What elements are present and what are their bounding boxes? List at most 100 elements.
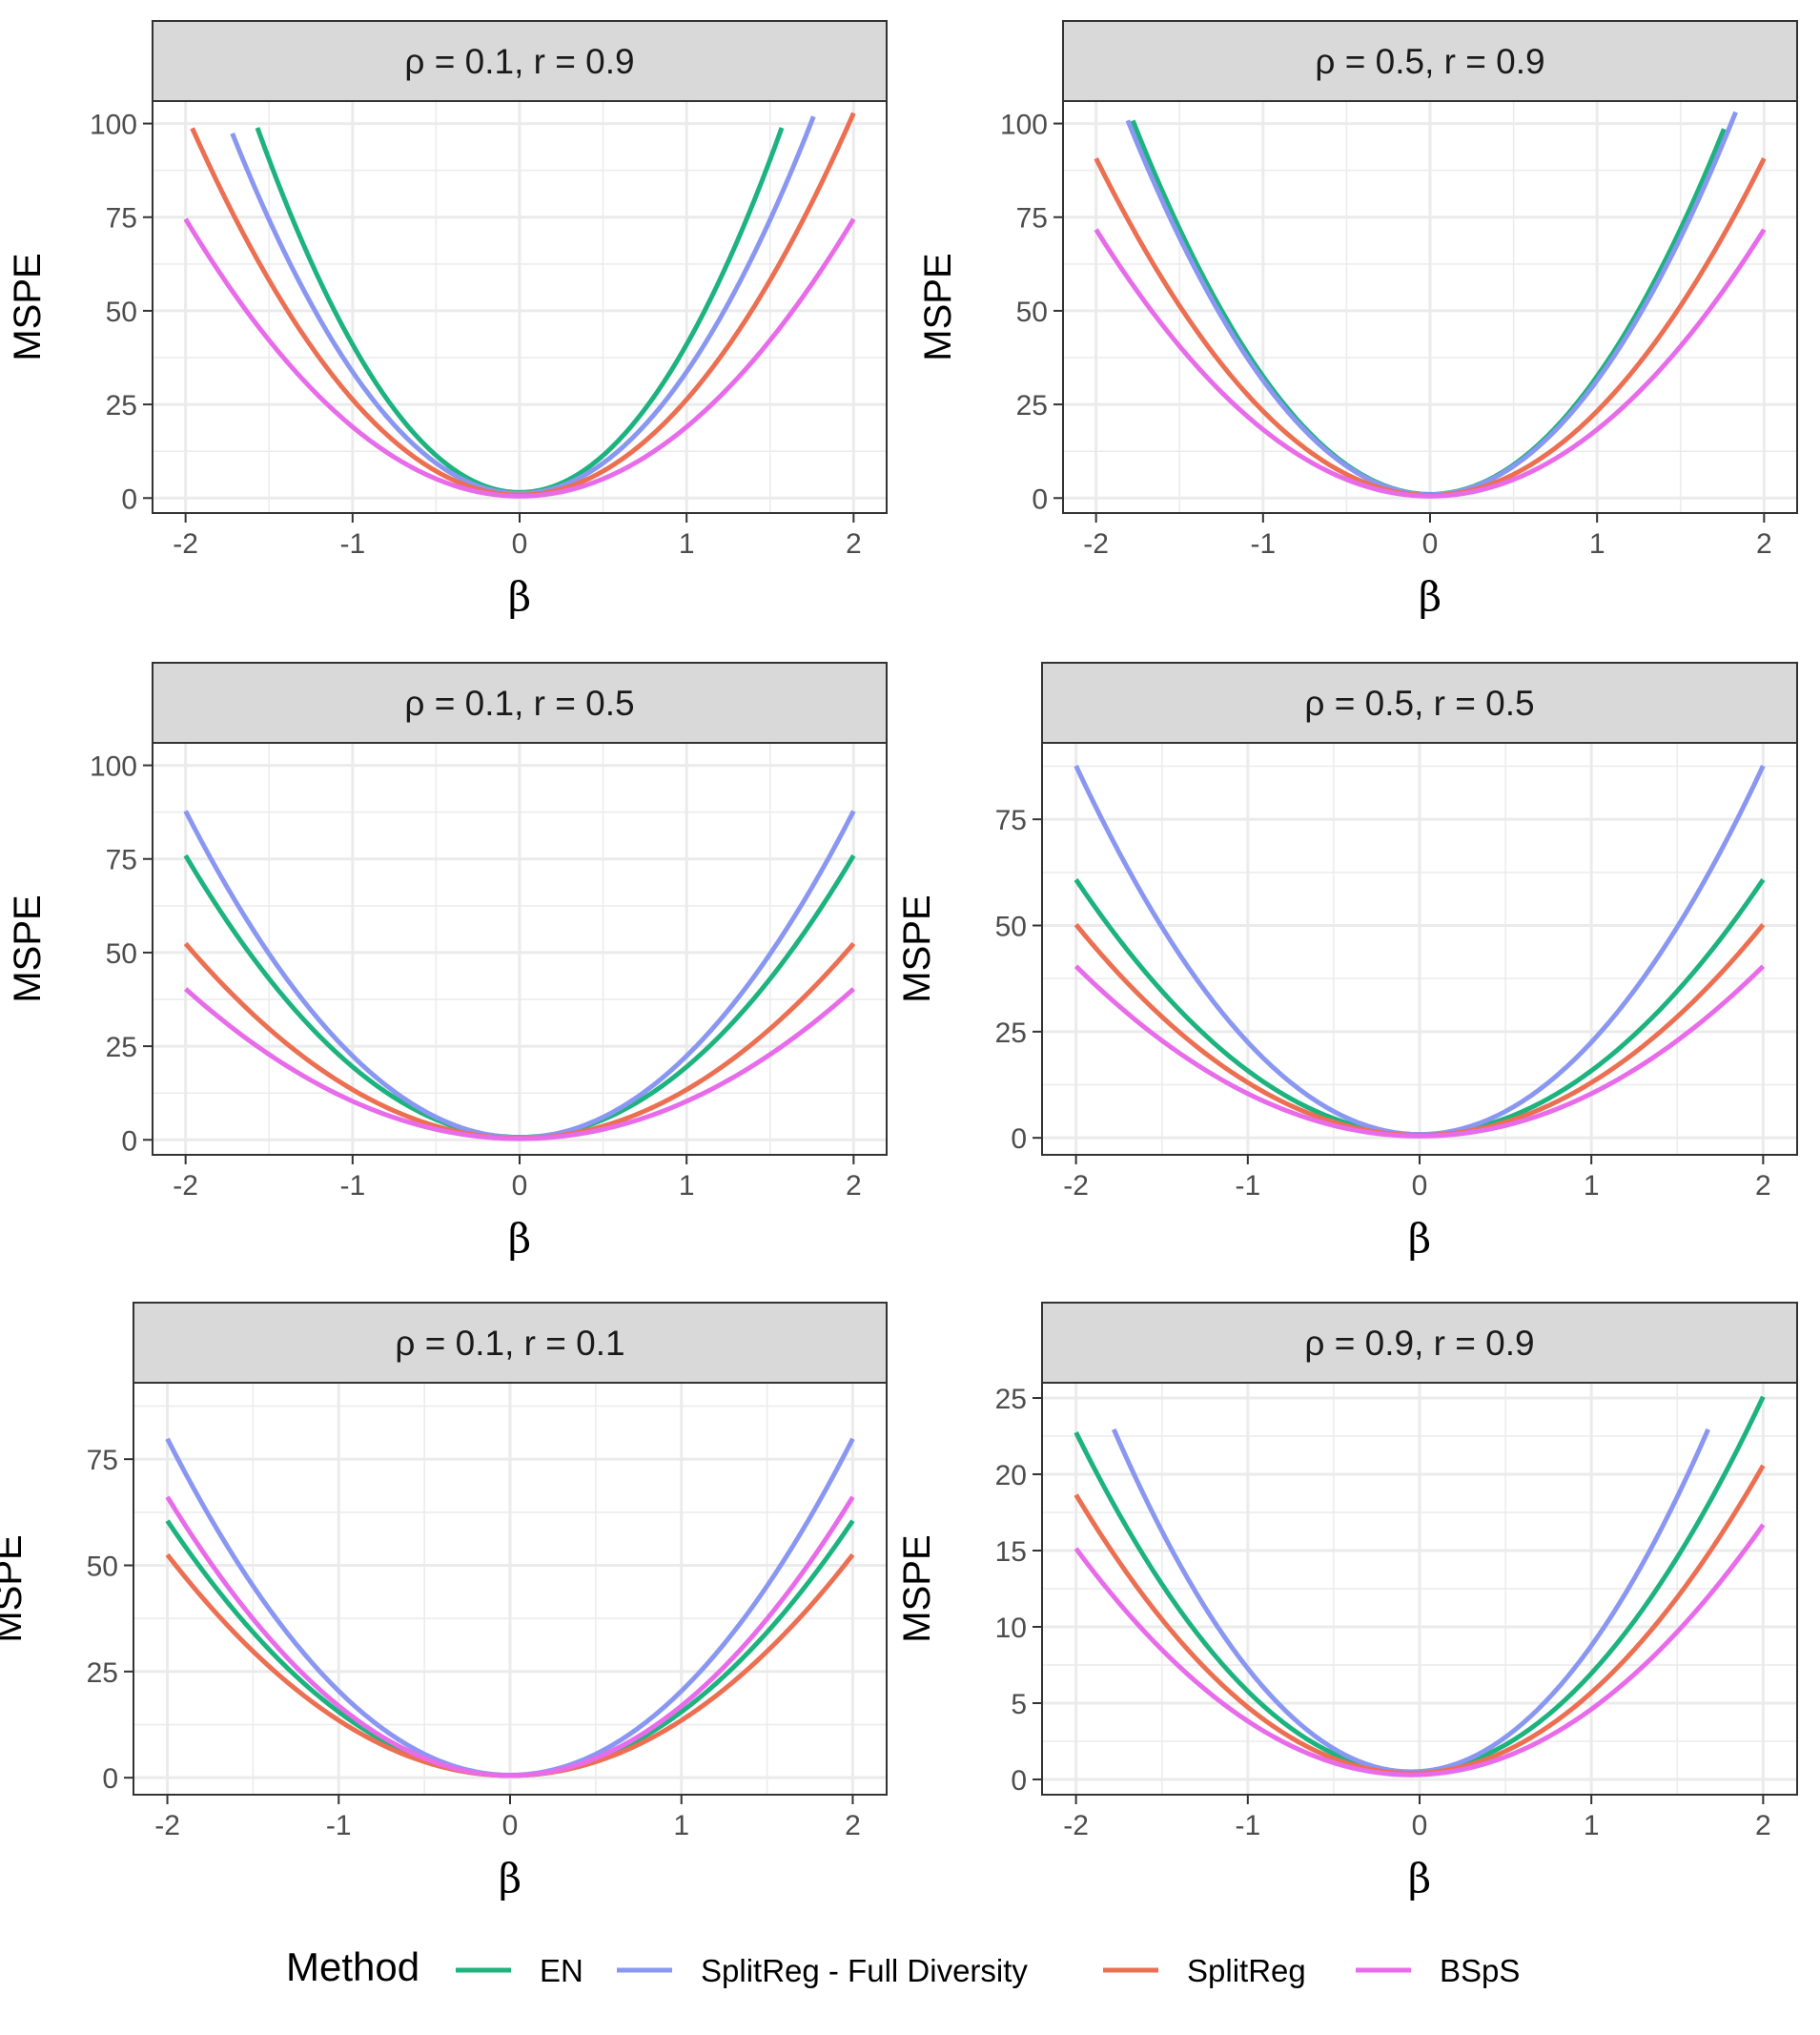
facet-panel: ρ = 0.1, r = 0.1 -2 -1 0 1 2 0 25 50 75 β MSPE [0, 1302, 888, 1901]
x-tick-label: 1 [673, 1810, 689, 1841]
x-tick-label: -1 [1235, 1810, 1260, 1841]
facet-strip [1041, 1302, 1798, 1384]
y-axis-title: MSPE [0, 1534, 30, 1642]
y-tick-label: 50 [106, 938, 137, 970]
y-tick-label: 100 [90, 751, 137, 783]
x-axis-title: β [508, 1215, 531, 1262]
series-lines [165, 1437, 855, 1778]
y-tick-label: 25 [106, 1032, 137, 1063]
y-axis-title: MSPE [896, 1534, 938, 1642]
legend-item: BSpS [1356, 1953, 1520, 1988]
series-lines [1074, 1395, 1766, 1778]
y-tick-label: 100 [90, 110, 137, 141]
grid [133, 1383, 887, 1795]
x-tick-label: 1 [679, 528, 695, 560]
y-tick-label: 50 [106, 297, 137, 328]
x-axis-title: β [499, 1855, 521, 1901]
x-axis-title: β [1419, 573, 1442, 620]
legend-title: Method [286, 1944, 419, 1989]
x-tick-label: 2 [1756, 528, 1772, 560]
facet-panel: ρ = 0.1, r = 0.9 -2 -1 0 1 2 0 25 50 75 100 β MSPE [7, 20, 888, 620]
y-tick-label: 50 [1016, 297, 1048, 328]
facet-title: ρ = 0.1, r = 0.1 [395, 1324, 624, 1363]
x-tick-label: -2 [154, 1810, 180, 1841]
series-lines [1094, 111, 1767, 499]
y-tick-label: 50 [995, 912, 1027, 943]
series-line [183, 987, 856, 1141]
y-tick-label: 10 [995, 1613, 1027, 1644]
y-tick-label: 50 [87, 1552, 118, 1583]
series-line [165, 1495, 855, 1778]
y-axis-title: MSPE [7, 894, 49, 1002]
y-tick-label: 75 [106, 203, 137, 235]
y-tick-label: 0 [1011, 1123, 1027, 1155]
legend: Method EN SplitReg - Full Diversity SplitR… [286, 1944, 1520, 1989]
y-tick-label: 25 [995, 1384, 1027, 1415]
y-axis-title: MSPE [896, 894, 938, 1002]
grid [1042, 1383, 1797, 1795]
x-tick-label: 1 [1584, 1170, 1600, 1202]
facet-strip [1041, 662, 1798, 744]
x-tick-label: -1 [339, 1170, 365, 1202]
y-tick-label: 5 [1011, 1689, 1027, 1720]
y-tick-label: 25 [995, 1018, 1027, 1049]
facet-strip [1062, 20, 1798, 102]
x-tick-label: -1 [1250, 528, 1276, 560]
y-tick-label: 100 [1000, 110, 1048, 141]
y-tick-label: 15 [995, 1536, 1027, 1568]
facet-strip [133, 1302, 888, 1384]
facet-title: ρ = 0.9, r = 0.9 [1304, 1324, 1534, 1363]
x-axis-title: β [508, 573, 531, 620]
x-tick-label: 2 [1755, 1810, 1771, 1841]
facet-title: ρ = 0.1, r = 0.5 [404, 684, 634, 723]
legend-label: SplitReg - Full Diversity [701, 1953, 1028, 1988]
y-axis-title: MSPE [917, 253, 959, 360]
y-tick-label: 0 [102, 1763, 118, 1795]
legend-label: EN [540, 1953, 583, 1988]
x-tick-label: -2 [1083, 528, 1109, 560]
x-tick-label: 2 [846, 528, 862, 560]
x-tick-label: 2 [845, 1810, 861, 1841]
x-tick-label: -1 [339, 528, 365, 560]
x-tick-label: -2 [1063, 1810, 1089, 1841]
x-tick-label: -1 [1235, 1170, 1260, 1202]
x-tick-label: -2 [173, 528, 198, 560]
x-tick-label: 2 [846, 1170, 862, 1202]
facet-title: ρ = 0.5, r = 0.5 [1304, 684, 1534, 723]
panels: ρ = 0.1, r = 0.9-2 -1 0 1 20255075100βMSPEρ … [0, 20, 1798, 1901]
x-tick-label: -1 [326, 1810, 352, 1841]
x-tick-label: 1 [679, 1170, 695, 1202]
x-axis-title: β [1408, 1855, 1431, 1901]
y-tick-label: 75 [87, 1445, 118, 1476]
facet-panel: ρ = 0.5, r = 0.9 -2 -1 0 1 2 0 25 50 75 100 β MSPE [917, 20, 1798, 620]
x-tick-label: 0 [1422, 528, 1439, 560]
y-tick-label: 75 [106, 845, 137, 876]
series-line [1074, 1523, 1766, 1778]
x-axis-title: β [1408, 1215, 1431, 1262]
series-line [183, 217, 856, 499]
x-tick-label: 1 [1589, 528, 1605, 560]
x-tick-label: 0 [502, 1810, 519, 1841]
facet-title: ρ = 0.1, r = 0.9 [404, 42, 634, 81]
y-tick-label: 25 [106, 390, 137, 421]
y-tick-label: 25 [1016, 390, 1048, 421]
y-tick-label: 25 [87, 1657, 118, 1689]
x-tick-label: 2 [1755, 1170, 1771, 1202]
y-tick-label: 0 [1032, 483, 1048, 515]
x-tick-label: -2 [173, 1170, 198, 1202]
y-tick-label: 20 [995, 1460, 1027, 1491]
y-tick-label: 75 [1016, 203, 1048, 235]
x-tick-label: -2 [1063, 1170, 1089, 1202]
legend-label: SplitReg [1187, 1953, 1306, 1988]
x-tick-label: 1 [1584, 1810, 1600, 1841]
y-tick-label: 75 [995, 805, 1027, 836]
legend-item: EN [456, 1953, 583, 1988]
y-tick-label: 0 [121, 1125, 137, 1157]
facet-panel: ρ = 0.5, r = 0.5 -2 -1 0 1 2 0 25 50 75 β MSPE [896, 662, 1798, 1262]
legend-label: BSpS [1440, 1953, 1520, 1988]
facet-title: ρ = 0.5, r = 0.9 [1315, 42, 1544, 81]
x-tick-label: 0 [512, 1170, 528, 1202]
series-lines [183, 112, 856, 499]
